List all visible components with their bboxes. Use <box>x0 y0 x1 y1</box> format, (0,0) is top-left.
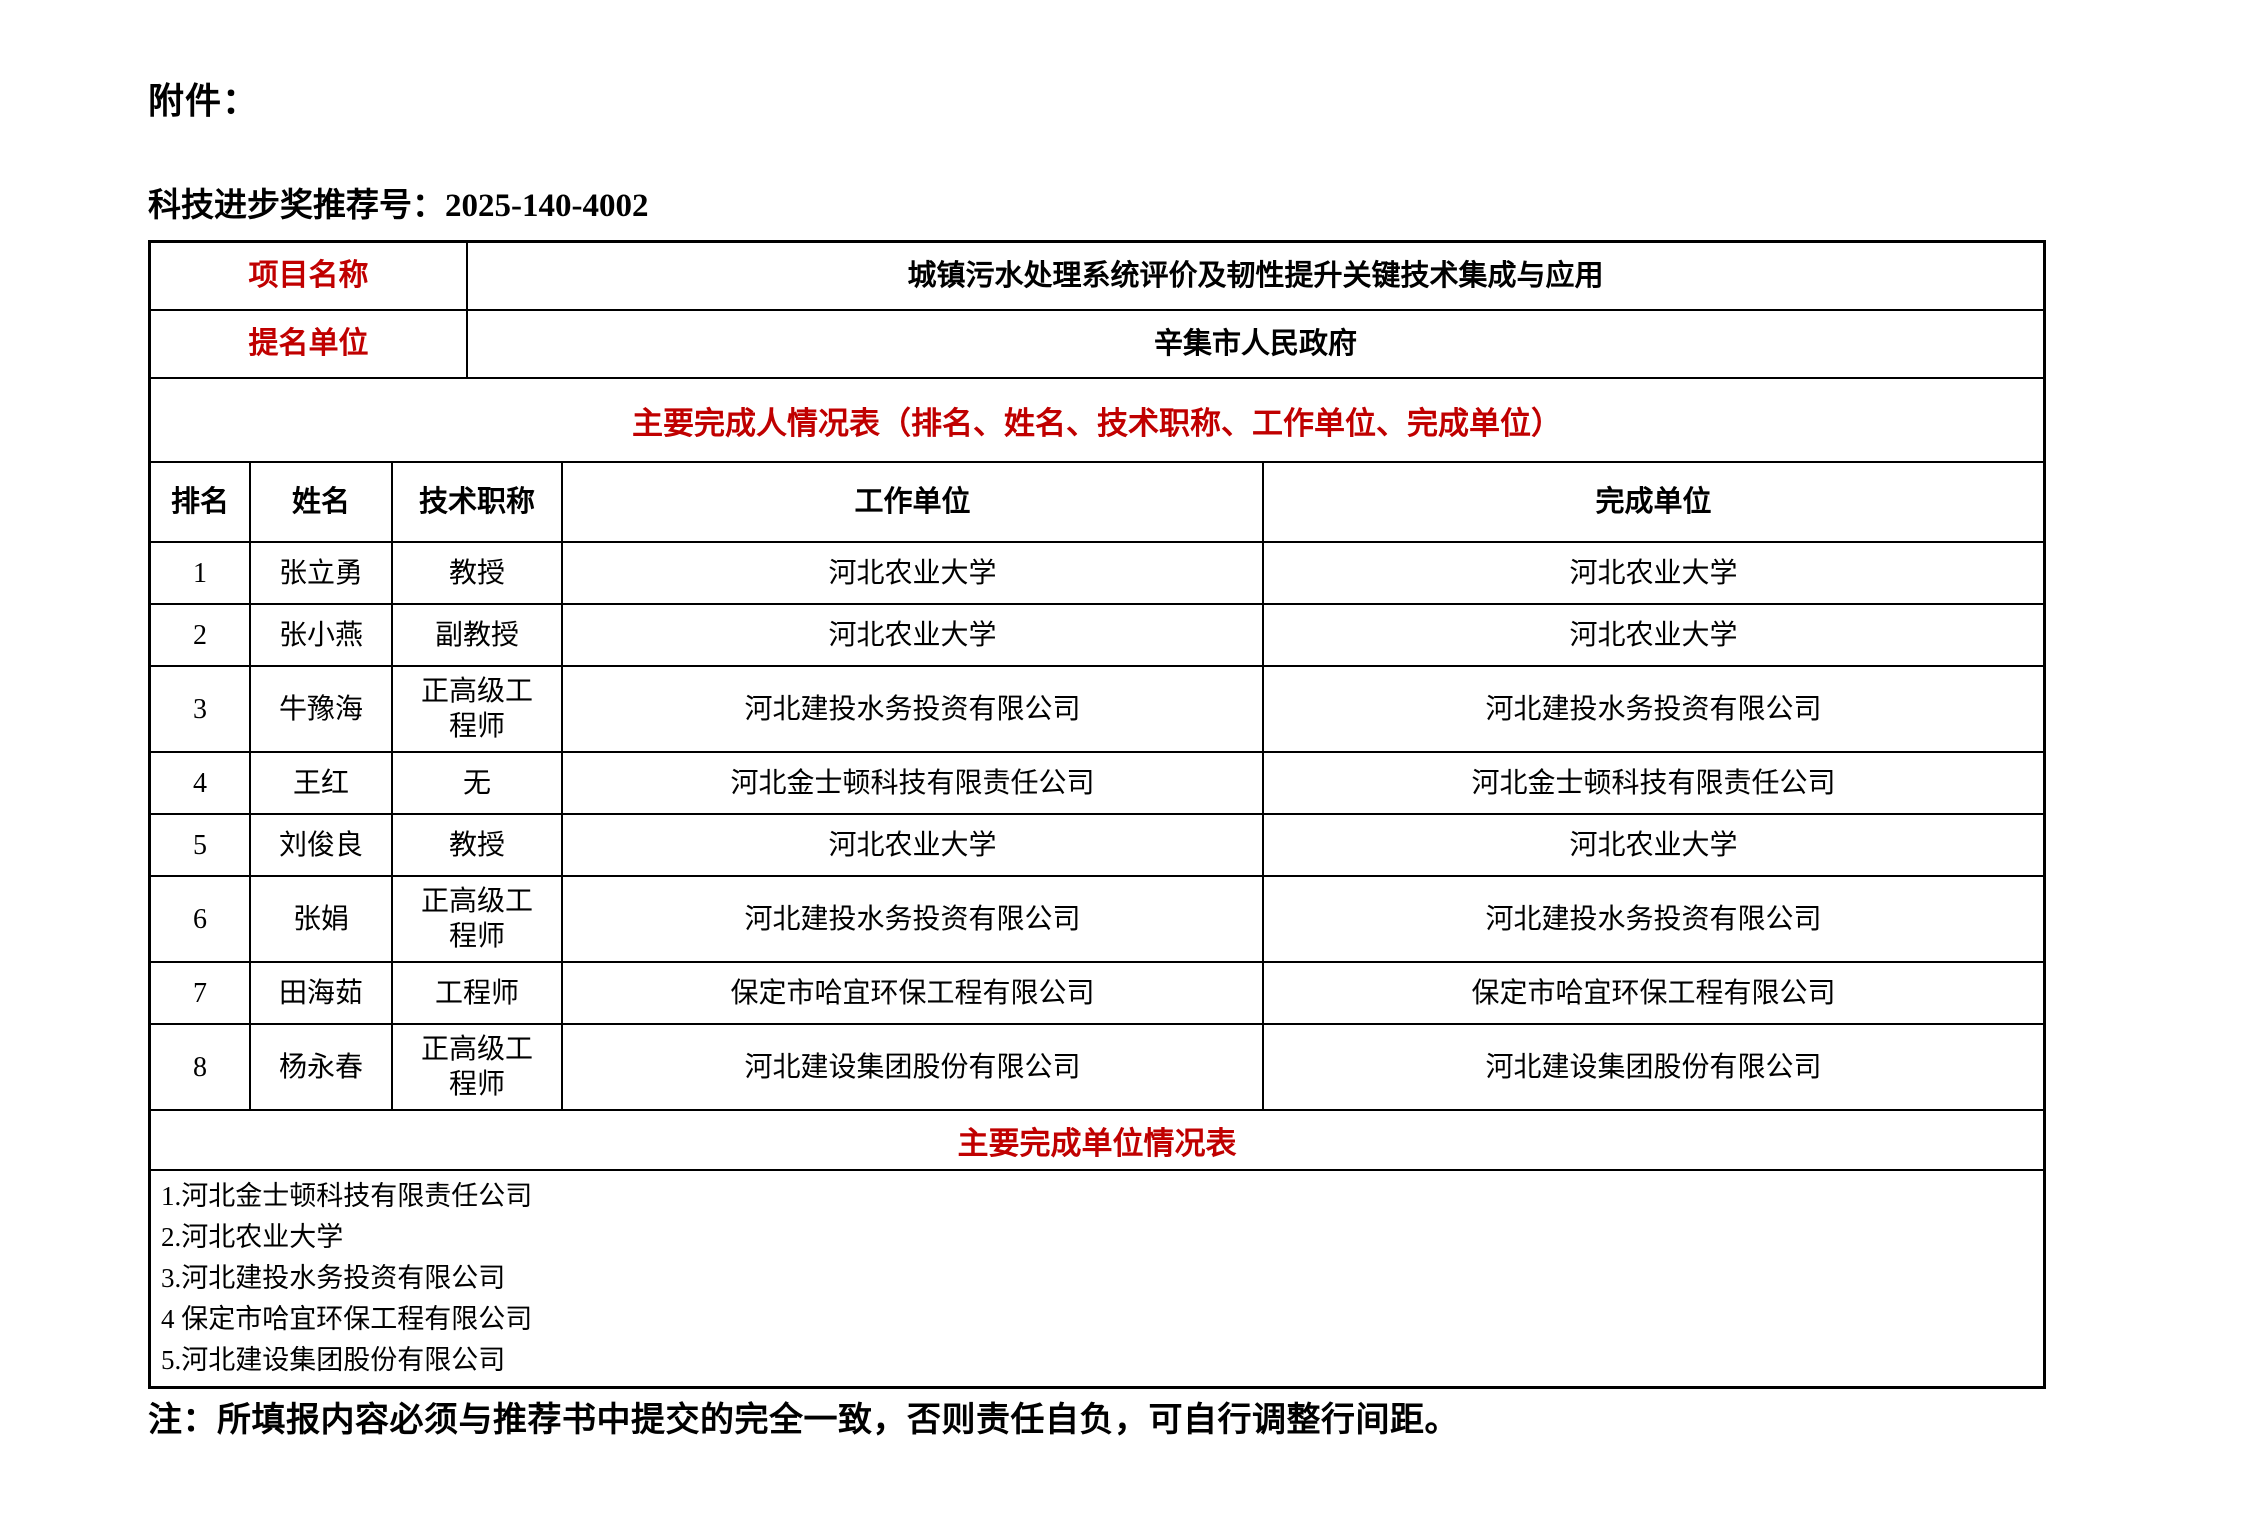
unit-item: 3.河北建投水务投资有限公司 <box>161 1263 506 1293</box>
rank-cell: 3 <box>151 667 251 751</box>
units-list: 1.河北金士顿科技有限责任公司 2.河北农业大学 3.河北建投水务投资有限公司 … <box>151 1171 542 1386</box>
contributor-row: 6 张娟 正高级工程师 河北建投水务投资有限公司 河北建投水务投资有限公司 <box>151 877 2043 963</box>
work-unit-cell: 河北建投水务投资有限公司 <box>563 667 1264 751</box>
work-unit-cell: 河北金士顿科技有限责任公司 <box>563 753 1264 813</box>
contributor-row: 3 牛豫海 正高级工程师 河北建投水务投资有限公司 河北建投水务投资有限公司 <box>151 667 2043 753</box>
name-cell: 张小燕 <box>251 605 393 665</box>
unit-item: 1.河北金士顿科技有限责任公司 <box>161 1181 533 1211</box>
recommendation-number: 2025-140-4002 <box>445 188 649 224</box>
contributor-row: 2 张小燕 副教授 河北农业大学 河北农业大学 <box>151 605 2043 667</box>
contributors-section-title: 主要完成人情况表（排名、姓名、技术职称、工作单位、完成单位） <box>632 405 1562 441</box>
work-unit-cell: 河北农业大学 <box>563 815 1264 875</box>
units-section-title-row: 主要完成单位情况表 <box>151 1111 2043 1171</box>
recommendation-line: 科技进步奖推荐号：2025-140-4002 <box>148 178 648 226</box>
name-cell: 刘俊良 <box>251 815 393 875</box>
rank-cell: 4 <box>151 753 251 813</box>
units-list-row: 1.河北金士顿科技有限责任公司 2.河北农业大学 3.河北建投水务投资有限公司 … <box>151 1171 2043 1386</box>
unit-item: 2.河北农业大学 <box>161 1222 344 1252</box>
contributors-section-title-row: 主要完成人情况表（排名、姓名、技术职称、工作单位、完成单位） <box>151 379 2043 463</box>
project-name-row: 项目名称 城镇污水处理系统评价及韧性提升关键技术集成与应用 <box>151 243 2043 311</box>
header-rank: 排名 <box>151 463 251 541</box>
attachment-label: 附件： <box>148 80 260 121</box>
completion-unit-cell: 河北农业大学 <box>1569 557 1738 589</box>
name-cell: 王红 <box>251 753 393 813</box>
name-cell: 张娟 <box>251 877 393 961</box>
completion-unit-cell: 河北金士顿科技有限责任公司 <box>1471 767 1836 799</box>
work-unit-cell: 保定市哈宜环保工程有限公司 <box>563 963 1264 1023</box>
completion-unit-cell: 河北建投水务投资有限公司 <box>1485 693 1822 725</box>
footer-note: 注：所填报内容必须与推荐书中提交的完全一致，否则责任自负，可自行调整行间距。 <box>148 1402 1459 1439</box>
tech-title-cell: 教授 <box>393 543 563 603</box>
tech-title-cell: 无 <box>393 753 563 813</box>
contributor-row: 7 田海茹 工程师 保定市哈宜环保工程有限公司 保定市哈宜环保工程有限公司 <box>151 963 2043 1025</box>
work-unit-cell: 河北农业大学 <box>563 605 1264 665</box>
rank-cell: 7 <box>151 963 251 1023</box>
nominating-unit-row: 提名单位 辛集市人民政府 <box>151 311 2043 379</box>
tech-title-cell: 教授 <box>393 815 563 875</box>
completion-unit-cell: 河北农业大学 <box>1569 829 1738 861</box>
unit-item: 4 保定市哈宜环保工程有限公司 <box>161 1304 533 1334</box>
completion-unit-cell: 河北农业大学 <box>1569 619 1738 651</box>
tech-title-cell: 正高级工程师 <box>393 1025 563 1109</box>
work-unit-cell: 河北农业大学 <box>563 543 1264 603</box>
contributor-row: 4 王红 无 河北金士顿科技有限责任公司 河北金士顿科技有限责任公司 <box>151 753 2043 815</box>
tech-title-cell: 副教授 <box>393 605 563 665</box>
completion-unit-cell: 河北建投水务投资有限公司 <box>1485 903 1822 935</box>
project-name-value: 城镇污水处理系统评价及韧性提升关键技术集成与应用 <box>907 259 1604 292</box>
name-cell: 张立勇 <box>251 543 393 603</box>
rank-cell: 5 <box>151 815 251 875</box>
contributor-row: 8 杨永春 正高级工程师 河北建设集团股份有限公司 河北建设集团股份有限公司 <box>151 1025 2043 1111</box>
award-table: 项目名称 城镇污水处理系统评价及韧性提升关键技术集成与应用 提名单位 辛集市人民… <box>148 240 2046 1389</box>
header-work-unit: 工作单位 <box>563 463 1264 541</box>
name-cell: 杨永春 <box>251 1025 393 1109</box>
nominating-unit-label: 提名单位 <box>151 311 468 377</box>
header-name: 姓名 <box>251 463 393 541</box>
recommendation-label: 科技进步奖推荐号： <box>148 188 445 224</box>
project-name-label: 项目名称 <box>151 243 468 309</box>
work-unit-cell: 河北建投水务投资有限公司 <box>563 877 1264 961</box>
tech-title-cell: 工程师 <box>393 963 563 1023</box>
units-section-title: 主要完成单位情况表 <box>957 1125 1237 1161</box>
name-cell: 牛豫海 <box>251 667 393 751</box>
header-completion-unit: 完成单位 <box>1595 485 1712 518</box>
rank-cell: 8 <box>151 1025 251 1109</box>
tech-title-cell: 正高级工程师 <box>393 877 563 961</box>
contributor-row: 5 刘俊良 教授 河北农业大学 河北农业大学 <box>151 815 2043 877</box>
work-unit-cell: 河北建设集团股份有限公司 <box>563 1025 1264 1109</box>
completion-unit-cell: 河北建设集团股份有限公司 <box>1485 1051 1822 1083</box>
header-tech-title: 技术职称 <box>393 463 563 541</box>
tech-title-cell: 正高级工程师 <box>393 667 563 751</box>
completion-unit-cell: 保定市哈宜环保工程有限公司 <box>1471 977 1836 1009</box>
unit-item: 5.河北建设集团股份有限公司 <box>161 1345 506 1375</box>
name-cell: 田海茹 <box>251 963 393 1023</box>
rank-cell: 2 <box>151 605 251 665</box>
contributor-row: 1 张立勇 教授 河北农业大学 河北农业大学 <box>151 543 2043 605</box>
rank-cell: 6 <box>151 877 251 961</box>
contributors-header-row: 排名 姓名 技术职称 工作单位 完成单位 <box>151 463 2043 543</box>
nominating-unit-value: 辛集市人民政府 <box>1153 327 1357 360</box>
rank-cell: 1 <box>151 543 251 603</box>
